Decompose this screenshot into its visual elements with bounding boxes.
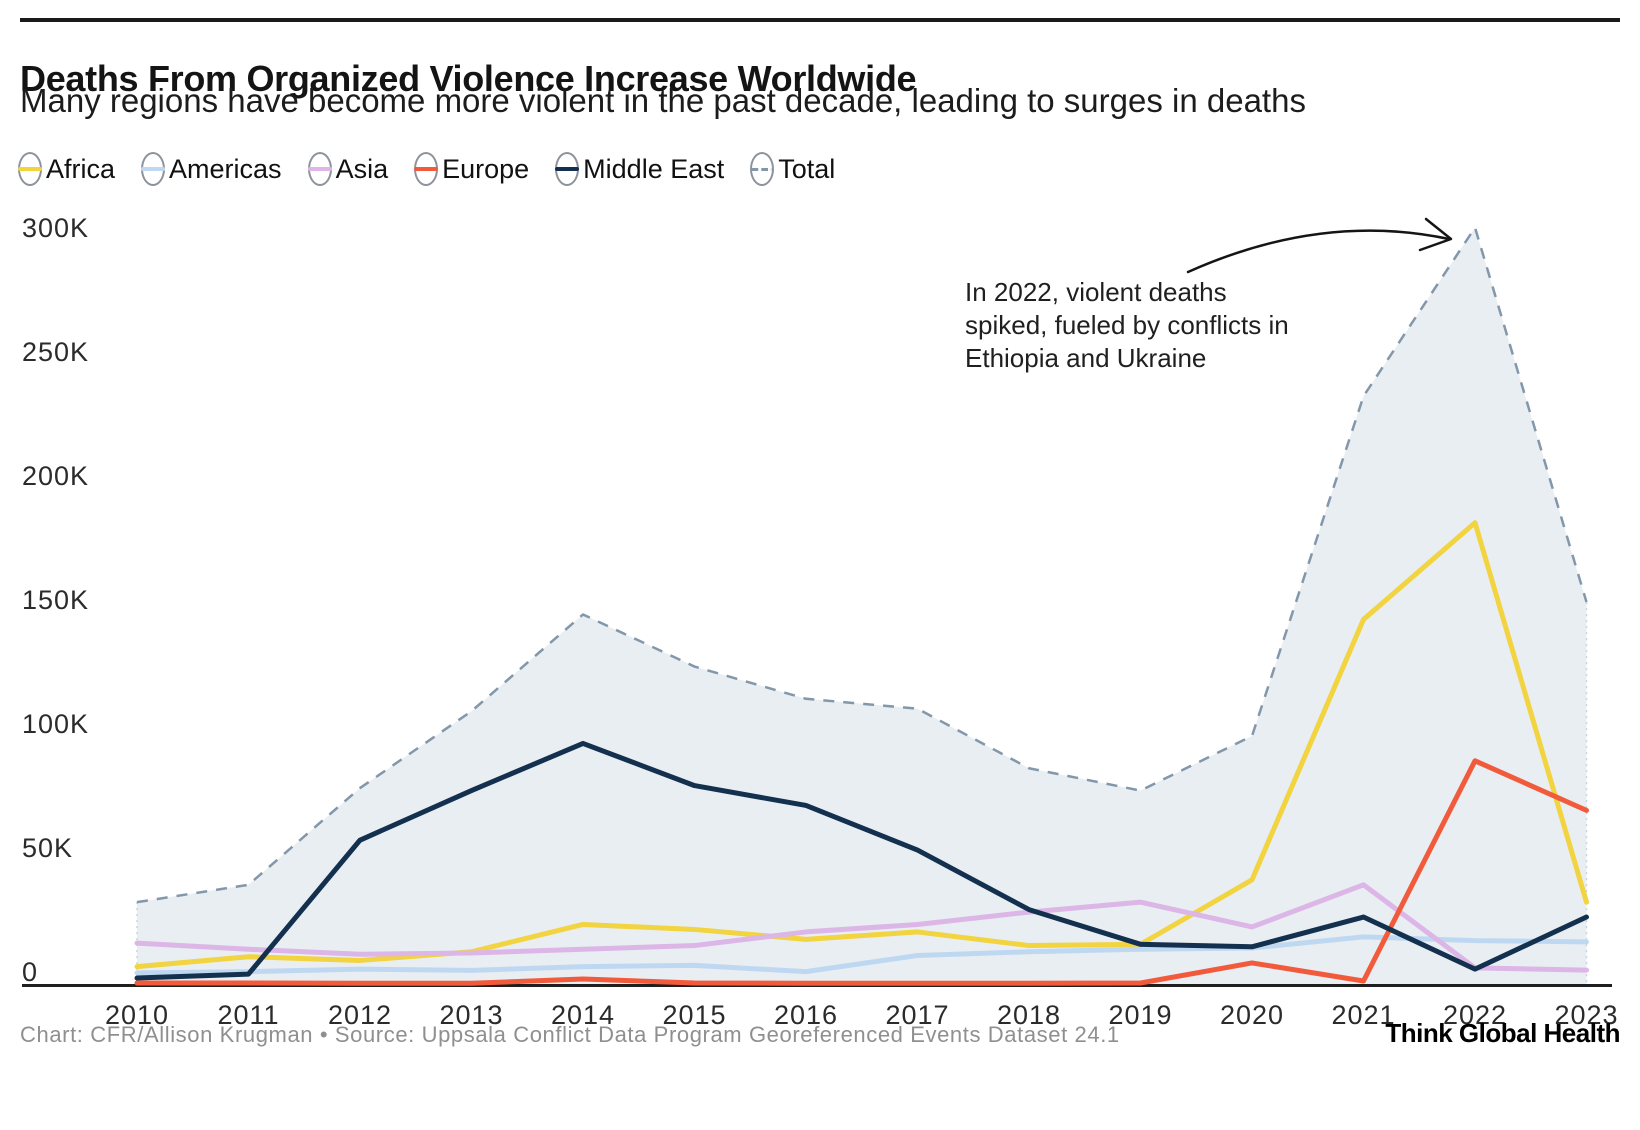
x-tick-label: 2010	[105, 1000, 169, 1030]
legend-label: Americas	[169, 153, 282, 184]
footer: Chart: CFR/Allison Krugman • Source: Upp…	[20, 1018, 1620, 1049]
brand-logo: Think Global Health	[1385, 1018, 1620, 1048]
legend-marker-icon	[141, 152, 166, 186]
legend-item-middle-east: Middle East	[555, 152, 724, 186]
legend-marker-icon	[414, 152, 439, 186]
x-tick-label: 2017	[885, 1000, 949, 1030]
annotation-line-3: Ethiopia and Ukraine	[965, 343, 1207, 373]
y-tick-label: 0	[22, 957, 38, 987]
legend-label: Middle East	[583, 153, 725, 184]
legend-marker-icon	[307, 152, 332, 186]
y-tick-label: 100K	[22, 709, 89, 739]
legend-item-europe: Europe	[414, 152, 529, 186]
line-americas	[134, 934, 1589, 976]
legend-marker-icon	[18, 152, 42, 186]
legend-marker-line	[141, 167, 166, 171]
source-credit: Chart: CFR/Allison Krugman • Source: Upp…	[20, 1022, 1120, 1047]
legend-marker-line	[414, 167, 439, 171]
line-europe	[134, 758, 1589, 986]
x-tick-label: 2013	[439, 1000, 503, 1030]
annotation-text: In 2022, violent deaths spiked, fueled b…	[965, 276, 1289, 375]
y-tick-label: 250K	[22, 337, 89, 367]
legend-label: Europe	[442, 153, 530, 184]
chart-title: Deaths From Organized Violence Increase …	[20, 58, 917, 100]
x-tick-label: 2023	[1554, 1000, 1618, 1030]
y-tick-label: 50K	[22, 833, 73, 863]
x-tick-label: 2018	[997, 1000, 1061, 1030]
legend-marker-line	[18, 167, 42, 171]
x-tick-label: 2016	[774, 1000, 838, 1030]
legend: Africa Americas Asia Europe Middle East Total	[18, 152, 835, 186]
x-tick-label: 2021	[1331, 1000, 1395, 1030]
legend-label: Total	[778, 153, 836, 184]
legend-marker-icon	[750, 152, 775, 186]
y-tick-label: 300K	[22, 213, 89, 243]
legend-marker-line	[555, 167, 580, 171]
annotation-arrow	[1186, 229, 1451, 274]
annotation-arrowhead-icon	[1418, 217, 1453, 252]
x-tick-label: 2014	[551, 1000, 615, 1030]
x-tick-label: 2012	[328, 1000, 392, 1030]
top-rule	[20, 18, 1620, 22]
legend-marker-line	[750, 168, 775, 171]
legend-label: Africa	[46, 153, 116, 184]
x-tick-label: 2019	[1108, 1000, 1172, 1030]
line-middle-east	[134, 740, 1589, 981]
legend-item-americas: Americas	[141, 152, 282, 186]
x-tick-label: 2011	[217, 1000, 279, 1030]
legend-item-asia: Asia	[307, 152, 389, 186]
chart-subtitle: Many regions have become more violent in…	[20, 82, 1306, 119]
legend-item-total: Total	[750, 152, 835, 186]
legend-label: Asia	[335, 153, 389, 184]
total-area	[137, 227, 1587, 985]
x-tick-label: 2015	[662, 1000, 726, 1030]
y-tick-label: 200K	[22, 461, 89, 491]
annotation-line-1: In 2022, violent deaths	[965, 277, 1227, 307]
x-tick-label: 2020	[1220, 1000, 1284, 1030]
y-tick-label: 150K	[22, 585, 89, 615]
legend-marker-icon	[555, 152, 580, 186]
x-tick-label: 2022	[1443, 1000, 1507, 1030]
annotation-line-2: spiked, fueled by conflicts in	[965, 310, 1289, 340]
legend-marker-line	[307, 167, 332, 171]
line-africa	[134, 520, 1589, 970]
line-total-dashed	[136, 226, 1588, 904]
legend-item-africa: Africa	[18, 152, 115, 186]
line-asia	[134, 882, 1589, 973]
